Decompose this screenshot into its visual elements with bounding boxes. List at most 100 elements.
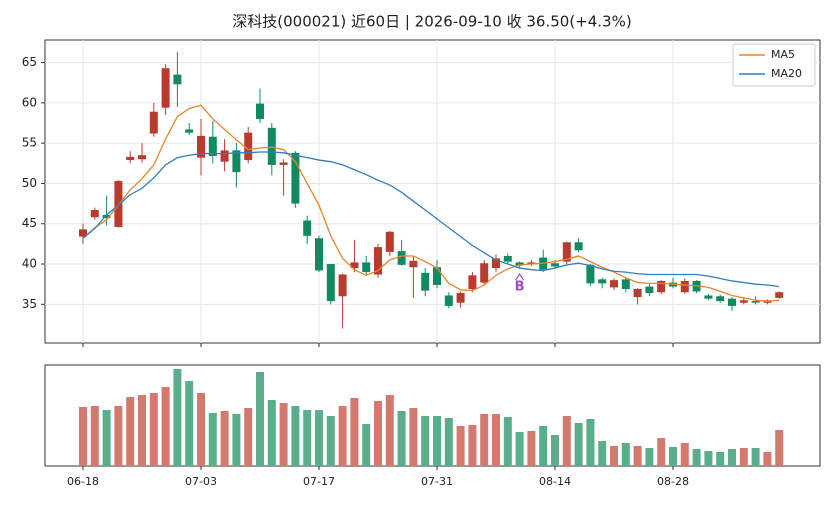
volume-bar	[232, 414, 241, 466]
candle-body	[126, 156, 135, 161]
candle-body	[751, 301, 760, 303]
y-tick-label: 65	[22, 55, 37, 69]
price-panel	[44, 39, 821, 344]
volume-bar	[621, 443, 630, 466]
volume-bar	[751, 448, 760, 466]
candle-body	[716, 296, 725, 302]
volume-bar	[161, 387, 170, 466]
volume-bar	[315, 410, 323, 466]
candle-body	[397, 251, 406, 265]
candle-body	[680, 280, 689, 293]
volume-bar	[185, 381, 194, 466]
legend-label: MA5	[771, 48, 795, 61]
volume-bar	[633, 446, 642, 466]
volume-bar	[409, 408, 418, 466]
x-tick-label: 07-03	[185, 475, 217, 488]
volume-bar	[197, 393, 205, 466]
volume-bar	[326, 416, 335, 466]
volume-bar	[492, 414, 500, 466]
candle-body	[303, 220, 312, 236]
ma-line	[82, 104, 780, 302]
candle-body	[350, 262, 359, 269]
candle-body	[562, 242, 571, 262]
volume-bar	[444, 418, 453, 466]
candle-body	[433, 267, 441, 285]
volume-bar	[244, 408, 253, 466]
candle-body	[362, 262, 371, 273]
candle-body	[114, 181, 123, 227]
volume-bar	[385, 395, 394, 466]
candle-body	[197, 135, 205, 158]
candle-body	[728, 298, 736, 306]
candle-body	[586, 264, 595, 284]
volume-bar	[350, 398, 359, 466]
x-tick-label: 06-18	[67, 475, 99, 488]
candle-body	[244, 132, 253, 161]
volume-bar	[220, 411, 229, 466]
candle-body	[503, 255, 512, 262]
volume-bar	[256, 372, 264, 466]
volume-bar	[114, 406, 123, 466]
candle-body	[291, 152, 300, 204]
volume-bar	[421, 416, 430, 466]
candle-body	[220, 150, 229, 162]
volume-bar	[456, 426, 465, 466]
volume-bar	[763, 452, 772, 466]
volume-bar	[680, 443, 689, 466]
candle-body	[480, 263, 489, 283]
candle-body	[421, 272, 430, 291]
candle-body	[138, 155, 146, 160]
volume-bar	[173, 369, 182, 466]
volume-bar	[775, 430, 784, 466]
candle-body	[704, 295, 713, 299]
volume-bar	[126, 397, 135, 466]
volume-bar	[515, 432, 524, 466]
candle-body	[633, 289, 642, 298]
candle-body	[185, 129, 194, 133]
candle-body	[657, 280, 666, 293]
y-tick-label: 45	[22, 216, 37, 230]
volume-panel	[44, 364, 821, 467]
candle-body	[515, 262, 524, 266]
volume-bar	[551, 435, 559, 466]
candle-body	[775, 292, 784, 298]
volume-bar	[716, 452, 725, 466]
volume-bar	[574, 423, 583, 466]
candle-body	[551, 263, 559, 267]
volume-bar	[480, 414, 489, 466]
candle-body	[208, 136, 217, 157]
candle-body	[102, 214, 111, 219]
volume-bar	[149, 393, 158, 466]
y-tick-label: 40	[22, 257, 37, 271]
candle-body	[739, 300, 748, 303]
candle-body	[279, 162, 288, 165]
volume-bar	[138, 395, 146, 466]
candle-body	[338, 274, 347, 297]
candle-body	[232, 150, 241, 173]
x-tick-label: 07-31	[421, 475, 453, 488]
volume-bar	[503, 417, 512, 466]
candle-body	[468, 275, 477, 290]
ma-line	[82, 151, 780, 288]
volume-bar	[79, 407, 87, 466]
candle-body	[315, 238, 323, 271]
candle-body	[409, 260, 418, 268]
volume-bar	[645, 448, 654, 466]
volume-bar	[527, 431, 536, 466]
candle-body	[456, 293, 465, 303]
volume-bar	[539, 426, 548, 466]
candle-body	[492, 258, 500, 269]
y-tick-label: 60	[22, 95, 37, 109]
candle-body	[574, 242, 583, 251]
candle-body	[527, 262, 536, 265]
volume-bar	[692, 449, 701, 466]
volume-bar	[102, 410, 111, 466]
y-tick-label: 55	[22, 136, 37, 150]
annotation-arrow	[515, 272, 525, 281]
volume-bar	[586, 419, 595, 466]
candle-body	[374, 247, 382, 275]
volume-bar	[728, 449, 736, 466]
candle-body	[161, 68, 170, 108]
y-tick-label: 35	[22, 297, 37, 311]
